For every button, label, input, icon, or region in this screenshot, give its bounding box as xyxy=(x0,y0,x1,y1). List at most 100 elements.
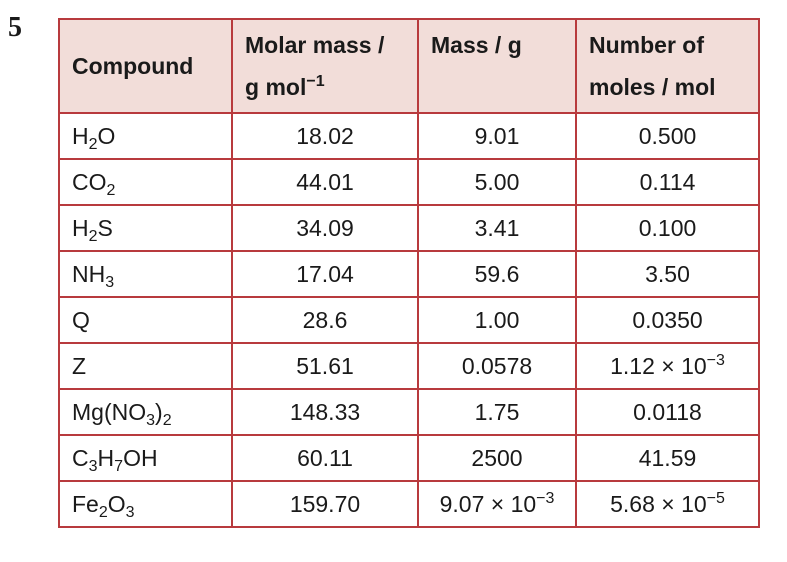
molar-mass-cell-value: 28.6 xyxy=(302,306,348,333)
formula-text: ) xyxy=(155,398,163,425)
mass-cell-value: 2500 xyxy=(471,444,523,471)
formula-subscript: 2 xyxy=(98,503,108,521)
header-molar-mass: Molar mass / g mol−1 xyxy=(231,18,419,114)
table-row: H2O 18.02 9.01 0.500 xyxy=(58,112,760,160)
table-row: Z 51.61 0.0578 1.12 × 10−3 xyxy=(58,342,760,390)
mass-cell: 3.41 xyxy=(417,204,577,252)
mass-cell-value: 1.00 xyxy=(474,306,520,333)
molar-mass-cell: 17.04 xyxy=(231,250,419,298)
table-row: NH3 17.04 59.6 3.50 xyxy=(58,250,760,298)
molar-mass-cell-value: 159.70 xyxy=(289,490,361,517)
moles-cell-value: 41.59 xyxy=(638,444,697,471)
compound-cell: Q xyxy=(58,296,233,344)
moles-cell-value: 0.114 xyxy=(639,168,696,195)
compound-cell: Fe2O3 xyxy=(58,480,233,528)
formula-text: OH xyxy=(123,444,158,471)
header-moles-line1: Number of xyxy=(589,32,704,58)
formula-text: Fe xyxy=(72,490,99,517)
compound-cell: Mg(NO3)2 xyxy=(58,388,233,436)
compound-cell: NH3 xyxy=(58,250,233,298)
compound-cell: H2S xyxy=(58,204,233,252)
moles-cell: 5.68 × 10−5 xyxy=(575,480,760,528)
mass-cell: 59.6 xyxy=(417,250,577,298)
molar-mass-cell-value: 17.04 xyxy=(296,260,354,287)
formula-subscript: 7 xyxy=(114,457,124,475)
header-molar-mass-exponent: −1 xyxy=(306,73,325,90)
moles-cell: 0.0118 xyxy=(575,388,760,436)
mass-cell-value: 59.6 xyxy=(474,260,520,287)
formula-subscript: 3 xyxy=(146,411,156,429)
compound-cell: Z xyxy=(58,342,233,390)
header-moles: Number of moles / mol xyxy=(575,18,760,114)
formula-text: Z xyxy=(72,352,87,379)
formula-text: O xyxy=(97,122,116,149)
formula-subscript: 2 xyxy=(106,181,116,199)
header-compound-label: Compound xyxy=(72,53,194,79)
molar-mass-cell: 44.01 xyxy=(231,158,419,206)
mass-cell-value: 1.75 xyxy=(474,398,520,425)
table-row: C3H7OH 60.11 2500 41.59 xyxy=(58,434,760,482)
mass-cell-value: 0.0578 xyxy=(461,352,533,379)
molar-mass-cell: 28.6 xyxy=(231,296,419,344)
moles-cell: 0.500 xyxy=(575,112,760,160)
moles-cell-value: 0.0118 xyxy=(633,398,702,425)
question-number: 5 xyxy=(8,12,22,43)
moles-cell: 0.100 xyxy=(575,204,760,252)
formula-subscript: 2 xyxy=(162,411,172,429)
moles-cell-exponent: −3 xyxy=(706,351,725,369)
formula-text: Mg(NO xyxy=(72,398,147,425)
compound-cell: C3H7OH xyxy=(58,434,233,482)
molar-mass-cell-value: 18.02 xyxy=(296,122,354,149)
mass-cell-value: 5.00 xyxy=(474,168,520,195)
formula-text: Q xyxy=(72,306,90,333)
molar-mass-cell-value: 148.33 xyxy=(289,398,361,425)
mass-cell-value: 9.01 xyxy=(474,122,520,149)
moles-cell-value: 1.12 × 10 xyxy=(610,352,707,379)
mass-cell: 5.00 xyxy=(417,158,577,206)
moles-cell: 41.59 xyxy=(575,434,760,482)
mass-cell-exponent: −3 xyxy=(536,489,555,507)
molar-mass-cell: 159.70 xyxy=(231,480,419,528)
moles-cell: 0.0350 xyxy=(575,296,760,344)
formula-text: CO xyxy=(72,168,107,195)
molar-mass-cell: 148.33 xyxy=(231,388,419,436)
table-row: Mg(NO3)2 148.33 1.75 0.0118 xyxy=(58,388,760,436)
compound-cell: CO2 xyxy=(58,158,233,206)
table-row: Fe2O3 159.70 9.07 × 10−3 5.68 × 10−5 xyxy=(58,480,760,528)
header-compound: Compound xyxy=(58,18,233,114)
formula-subscript: 2 xyxy=(88,227,98,245)
header-moles-line2: moles / mol xyxy=(589,74,716,100)
molar-mass-cell: 34.09 xyxy=(231,204,419,252)
moles-cell-value: 5.68 × 10 xyxy=(610,490,707,517)
molar-mass-cell: 60.11 xyxy=(231,434,419,482)
compound-cell: H2O xyxy=(58,112,233,160)
formula-subscript: 2 xyxy=(88,135,98,153)
mass-cell: 9.01 xyxy=(417,112,577,160)
molar-mass-cell-value: 34.09 xyxy=(296,214,354,241)
mass-cell: 1.00 xyxy=(417,296,577,344)
formula-subscript: 3 xyxy=(125,503,135,521)
table-row: CO2 44.01 5.00 0.114 xyxy=(58,158,760,206)
formula-text: NH xyxy=(72,260,106,287)
formula-text: O xyxy=(107,490,126,517)
moles-cell-value: 0.0350 xyxy=(632,306,703,333)
molar-mass-cell-value: 44.01 xyxy=(296,168,354,195)
molar-mass-cell-value: 51.61 xyxy=(296,352,354,379)
mass-cell: 1.75 xyxy=(417,388,577,436)
formula-subscript: 3 xyxy=(88,457,98,475)
moles-cell-value: 0.100 xyxy=(638,214,697,241)
formula-text: H xyxy=(97,444,115,471)
moles-cell-value: 3.50 xyxy=(645,260,690,287)
table-row: H2S 34.09 3.41 0.100 xyxy=(58,204,760,252)
table-row: Q 28.6 1.00 0.0350 xyxy=(58,296,760,344)
moles-cell-value: 0.500 xyxy=(638,122,697,149)
molar-mass-cell: 18.02 xyxy=(231,112,419,160)
header-molar-mass-unit: g mol xyxy=(245,74,307,100)
header-mass: Mass / g xyxy=(417,18,577,114)
moles-cell: 3.50 xyxy=(575,250,760,298)
table-header: Compound Molar mass / g mol−1 Mass / g N… xyxy=(58,18,760,114)
header-molar-mass-label: Molar mass / xyxy=(245,32,385,58)
formula-subscript: 3 xyxy=(105,273,115,291)
mass-cell-value: 3.41 xyxy=(474,214,520,241)
table-body: H2O 18.02 9.01 0.500 CO2 44.01 5.00 0.114 H2S 34.… xyxy=(58,112,760,528)
